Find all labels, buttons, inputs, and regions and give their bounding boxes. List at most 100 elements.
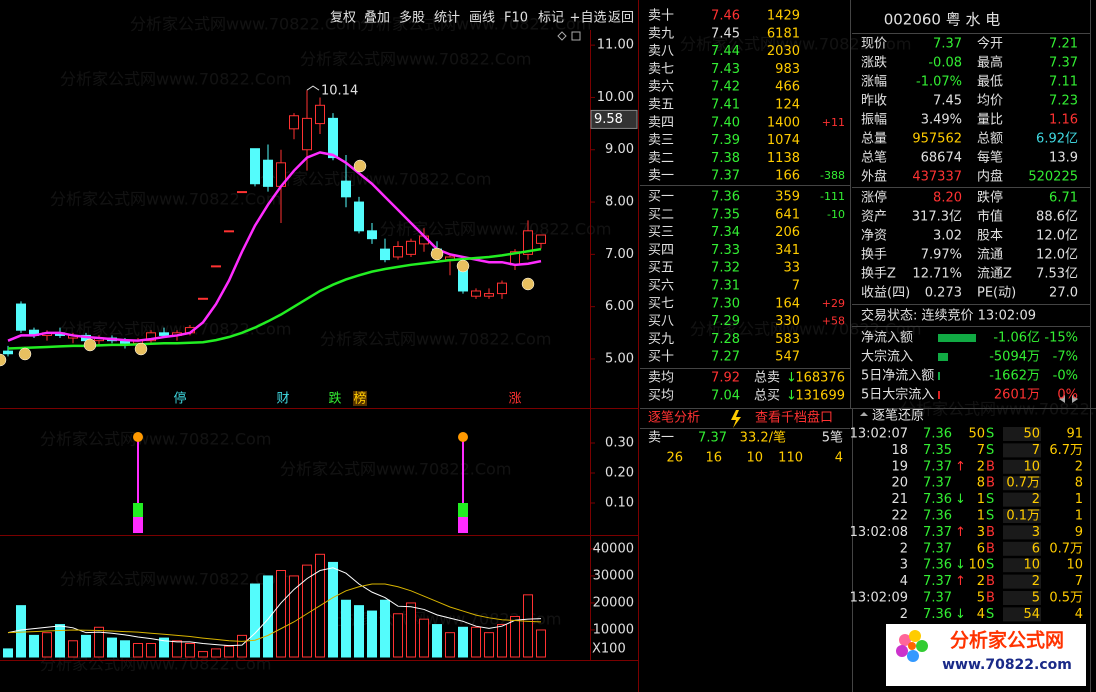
watermarks: 分析家公式网www.70822.Com分析家公式网www.70822.Com分析… [40,15,1096,674]
flow-label: 5日净流入额 [861,369,934,384]
y-tick-label: 0.20 [605,466,634,481]
stock-title: 002060 粤 水 电 [884,11,1001,29]
flow-value: 2601万 [994,388,1040,403]
toolbar-button[interactable]: 多股 [399,10,425,26]
book-avg-label: 买均 [648,389,674,404]
volume-bar [159,637,169,658]
quote-value: 6.92亿 [1036,132,1078,147]
toolbar-button[interactable]: 返回 [608,11,634,26]
signal-label: 跌 [328,391,341,407]
candle-body [211,265,221,268]
book-volume: 359 [775,190,800,205]
book-label: 卖九 [648,26,674,41]
square-icon[interactable] [571,31,581,41]
tick-time: 3 [900,558,908,573]
y-tick-label: 10000 [593,622,634,637]
analysis-cell: 7.37 [698,431,727,446]
candle-body [315,104,325,125]
tab[interactable]: 逐笔分析 [648,410,700,426]
tick-time: 22 [891,509,908,524]
tick-count: 5 [1032,591,1040,606]
volume-bar [81,634,91,658]
tick-price: 7.37 [923,525,952,540]
book-label: 买九 [648,332,674,347]
flow-value: -1662万 [989,369,1040,384]
tick-amount: 4 [1075,607,1083,622]
petal [907,650,919,662]
toolbar-button[interactable]: 复权 [330,10,356,26]
quote-value: 68674 [921,151,962,166]
quote-value: 7.21 [1049,37,1078,52]
candle-body [3,350,13,355]
candle-body [16,303,26,331]
tick-volume: 10 [968,558,985,573]
toolbar-button[interactable]: 统计 [434,11,460,26]
quote-label: 昨收 [861,94,887,109]
money-bag-icon [353,159,367,173]
tick-volume: 2 [977,574,985,589]
high-label: 10.14 [321,84,358,99]
book-label: 买七 [648,296,674,311]
watermark: 分析家公式网www.70822.Com [60,70,291,89]
book-volume: 7 [792,279,800,294]
quote-label: 股本 [977,229,1003,244]
indicator-block [458,503,468,517]
book-volume: 641 [775,207,800,222]
tick-cell-bg [1003,541,1041,556]
quote-label: 总量 [861,132,887,147]
book-volume: 583 [775,332,800,347]
tick-volume: 2 [977,459,985,474]
volume-bar [328,561,338,658]
candle-body [471,290,481,297]
candle-body [237,191,247,194]
flow-bar [938,334,976,342]
collapse-icon[interactable] [860,412,868,416]
y-tick-label: 0.10 [605,496,634,511]
toolbar-button[interactable]: 标记 [538,11,564,26]
candle-body [289,115,299,130]
volume-bar [445,632,455,658]
tick-side: S [986,492,994,507]
flow-value: -1.06亿 [993,331,1040,346]
tick-time: 21 [891,492,908,507]
flow-pct: 0% [1057,388,1078,403]
money-bag-icon [430,247,444,261]
tab[interactable]: 查看千档盘口 [755,410,833,426]
book-price: 7.44 [711,44,740,59]
volume-bar [367,610,377,658]
quote-value: 7.23 [1049,94,1078,109]
toolbar-button[interactable]: +自选 [570,11,607,26]
tick-amount: 10 [1066,558,1083,573]
book-price: 7.45 [711,26,740,41]
quote-label: 跌停 [977,190,1003,206]
book-volume: 164 [775,296,800,311]
trade-status: 交易状态: 连续竞价 13:02:09 [861,308,1036,324]
tick-side: S [986,558,994,573]
watermark: 分析家公式网www.70822.Com [60,570,291,589]
toolbar-button[interactable]: 叠加 [364,11,390,26]
money-bag-icon [521,277,535,291]
tick-amount: 1 [1075,492,1083,507]
tick-arrow: ↑ [955,459,966,474]
flow-pct: -7% [1053,350,1078,365]
diamond-icon[interactable] [557,31,567,41]
tick-cell-bg [1003,558,1041,573]
petal [909,630,921,642]
scroll-left[interactable] [1059,395,1065,403]
toolbar-button[interactable]: 画线 [469,11,495,26]
toolbar-button[interactable]: F10 [504,11,528,26]
book-volume: 1429 [767,9,800,24]
lightning-icon [731,410,741,428]
signal-label: 榜 [353,391,366,407]
quote-label: 换手Z [861,267,896,282]
tick-price: 7.36 [923,492,952,507]
book-total: 131699 [795,389,845,404]
quote-value: 317.3亿 [912,210,962,225]
y-tick-label: 30000 [593,568,634,583]
indicator-block [133,503,143,517]
book-label: 卖一 [648,169,674,184]
volume-bar [94,626,104,658]
scroll-right[interactable] [1072,395,1078,403]
